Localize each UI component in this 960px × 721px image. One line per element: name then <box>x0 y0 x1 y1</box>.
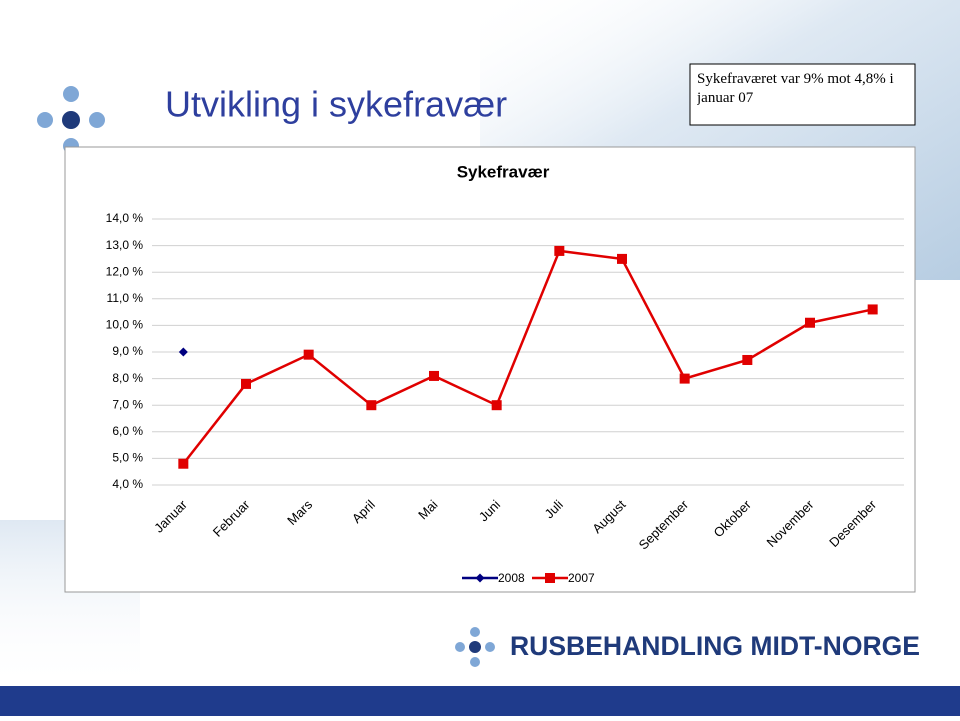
marker <box>617 253 627 264</box>
logo-dots <box>37 86 105 154</box>
marker <box>429 370 439 381</box>
marker <box>554 245 565 256</box>
marker <box>178 347 188 357</box>
y-tick-label: 4,0 % <box>112 477 143 491</box>
footer-bar <box>0 686 960 716</box>
y-tick-label: 11,0 % <box>107 291 144 305</box>
legend-label: 2008 <box>498 571 525 585</box>
legend-label: 2007 <box>568 571 595 585</box>
marker <box>742 354 753 365</box>
marker <box>867 304 878 315</box>
marker <box>366 400 377 411</box>
marker <box>303 349 314 360</box>
note-box <box>689 63 916 126</box>
y-tick-label: 8,0 % <box>112 371 143 385</box>
marker <box>475 573 485 583</box>
series-line <box>182 249 873 465</box>
marker <box>491 400 502 411</box>
y-tick-label: 5,0 % <box>112 451 143 465</box>
slide-title: Utvikling i sykefravær <box>165 84 507 125</box>
chart-area <box>64 146 916 593</box>
y-tick-label: 9,0 % <box>112 344 143 358</box>
y-tick-label: 6,0 % <box>112 424 143 438</box>
marker <box>805 317 815 328</box>
marker <box>178 458 189 469</box>
y-tick-label: 13,0 % <box>106 238 144 252</box>
footer-logo: RUSBEHANDLING MIDT-NORGE <box>510 631 920 661</box>
y-tick-label: 14,0 % <box>106 211 144 225</box>
chart-title: Sykefravær <box>457 162 550 181</box>
note: Sykefraværet var 9% mot 4,8% i januar 07 <box>697 71 894 106</box>
footer-logo-dots <box>455 627 495 667</box>
marker <box>241 378 251 389</box>
marker <box>679 373 690 384</box>
y-tick-label: 10,0 % <box>106 318 144 332</box>
y-tick-label: 7,0 % <box>112 397 143 411</box>
y-tick-label: 12,0 % <box>106 264 144 278</box>
marker <box>545 573 555 583</box>
note-text: Sykefraværet var 9% mot 4,8% i januar 07 <box>697 71 894 106</box>
